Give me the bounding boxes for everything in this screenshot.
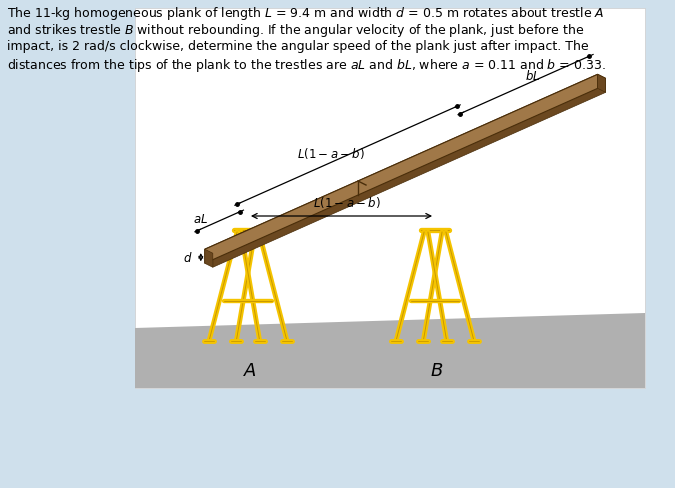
Text: $aL$: $aL$ <box>193 212 208 225</box>
Text: $bL$: $bL$ <box>525 69 540 83</box>
Text: impact, is 2 rad/s clockwise, determine the angular speed of the plank just afte: impact, is 2 rad/s clockwise, determine … <box>7 40 589 53</box>
Text: $L(1-a-b)$: $L(1-a-b)$ <box>297 145 364 161</box>
Text: $L(1-a-b)$: $L(1-a-b)$ <box>313 195 380 209</box>
Text: $A$: $A$ <box>243 361 257 379</box>
Text: distances from the tips of the plank to the trestles are $aL$ and $bL$, where $a: distances from the tips of the plank to … <box>7 58 605 74</box>
Text: $B$: $B$ <box>431 361 443 379</box>
Text: $d$: $d$ <box>184 251 193 264</box>
Polygon shape <box>205 75 605 254</box>
Polygon shape <box>597 75 605 93</box>
Polygon shape <box>213 79 605 268</box>
Polygon shape <box>205 75 597 264</box>
Bar <box>135 9 645 388</box>
Text: The 11-kg homogeneous plank of length $L$ = 9.4 m and width $d$ = 0.5 m rotates : The 11-kg homogeneous plank of length $L… <box>7 5 605 22</box>
Polygon shape <box>135 313 645 388</box>
Polygon shape <box>205 250 213 268</box>
Text: and strikes trestle $B$ without rebounding. If the angular velocity of the plank: and strikes trestle $B$ without reboundi… <box>7 22 584 40</box>
